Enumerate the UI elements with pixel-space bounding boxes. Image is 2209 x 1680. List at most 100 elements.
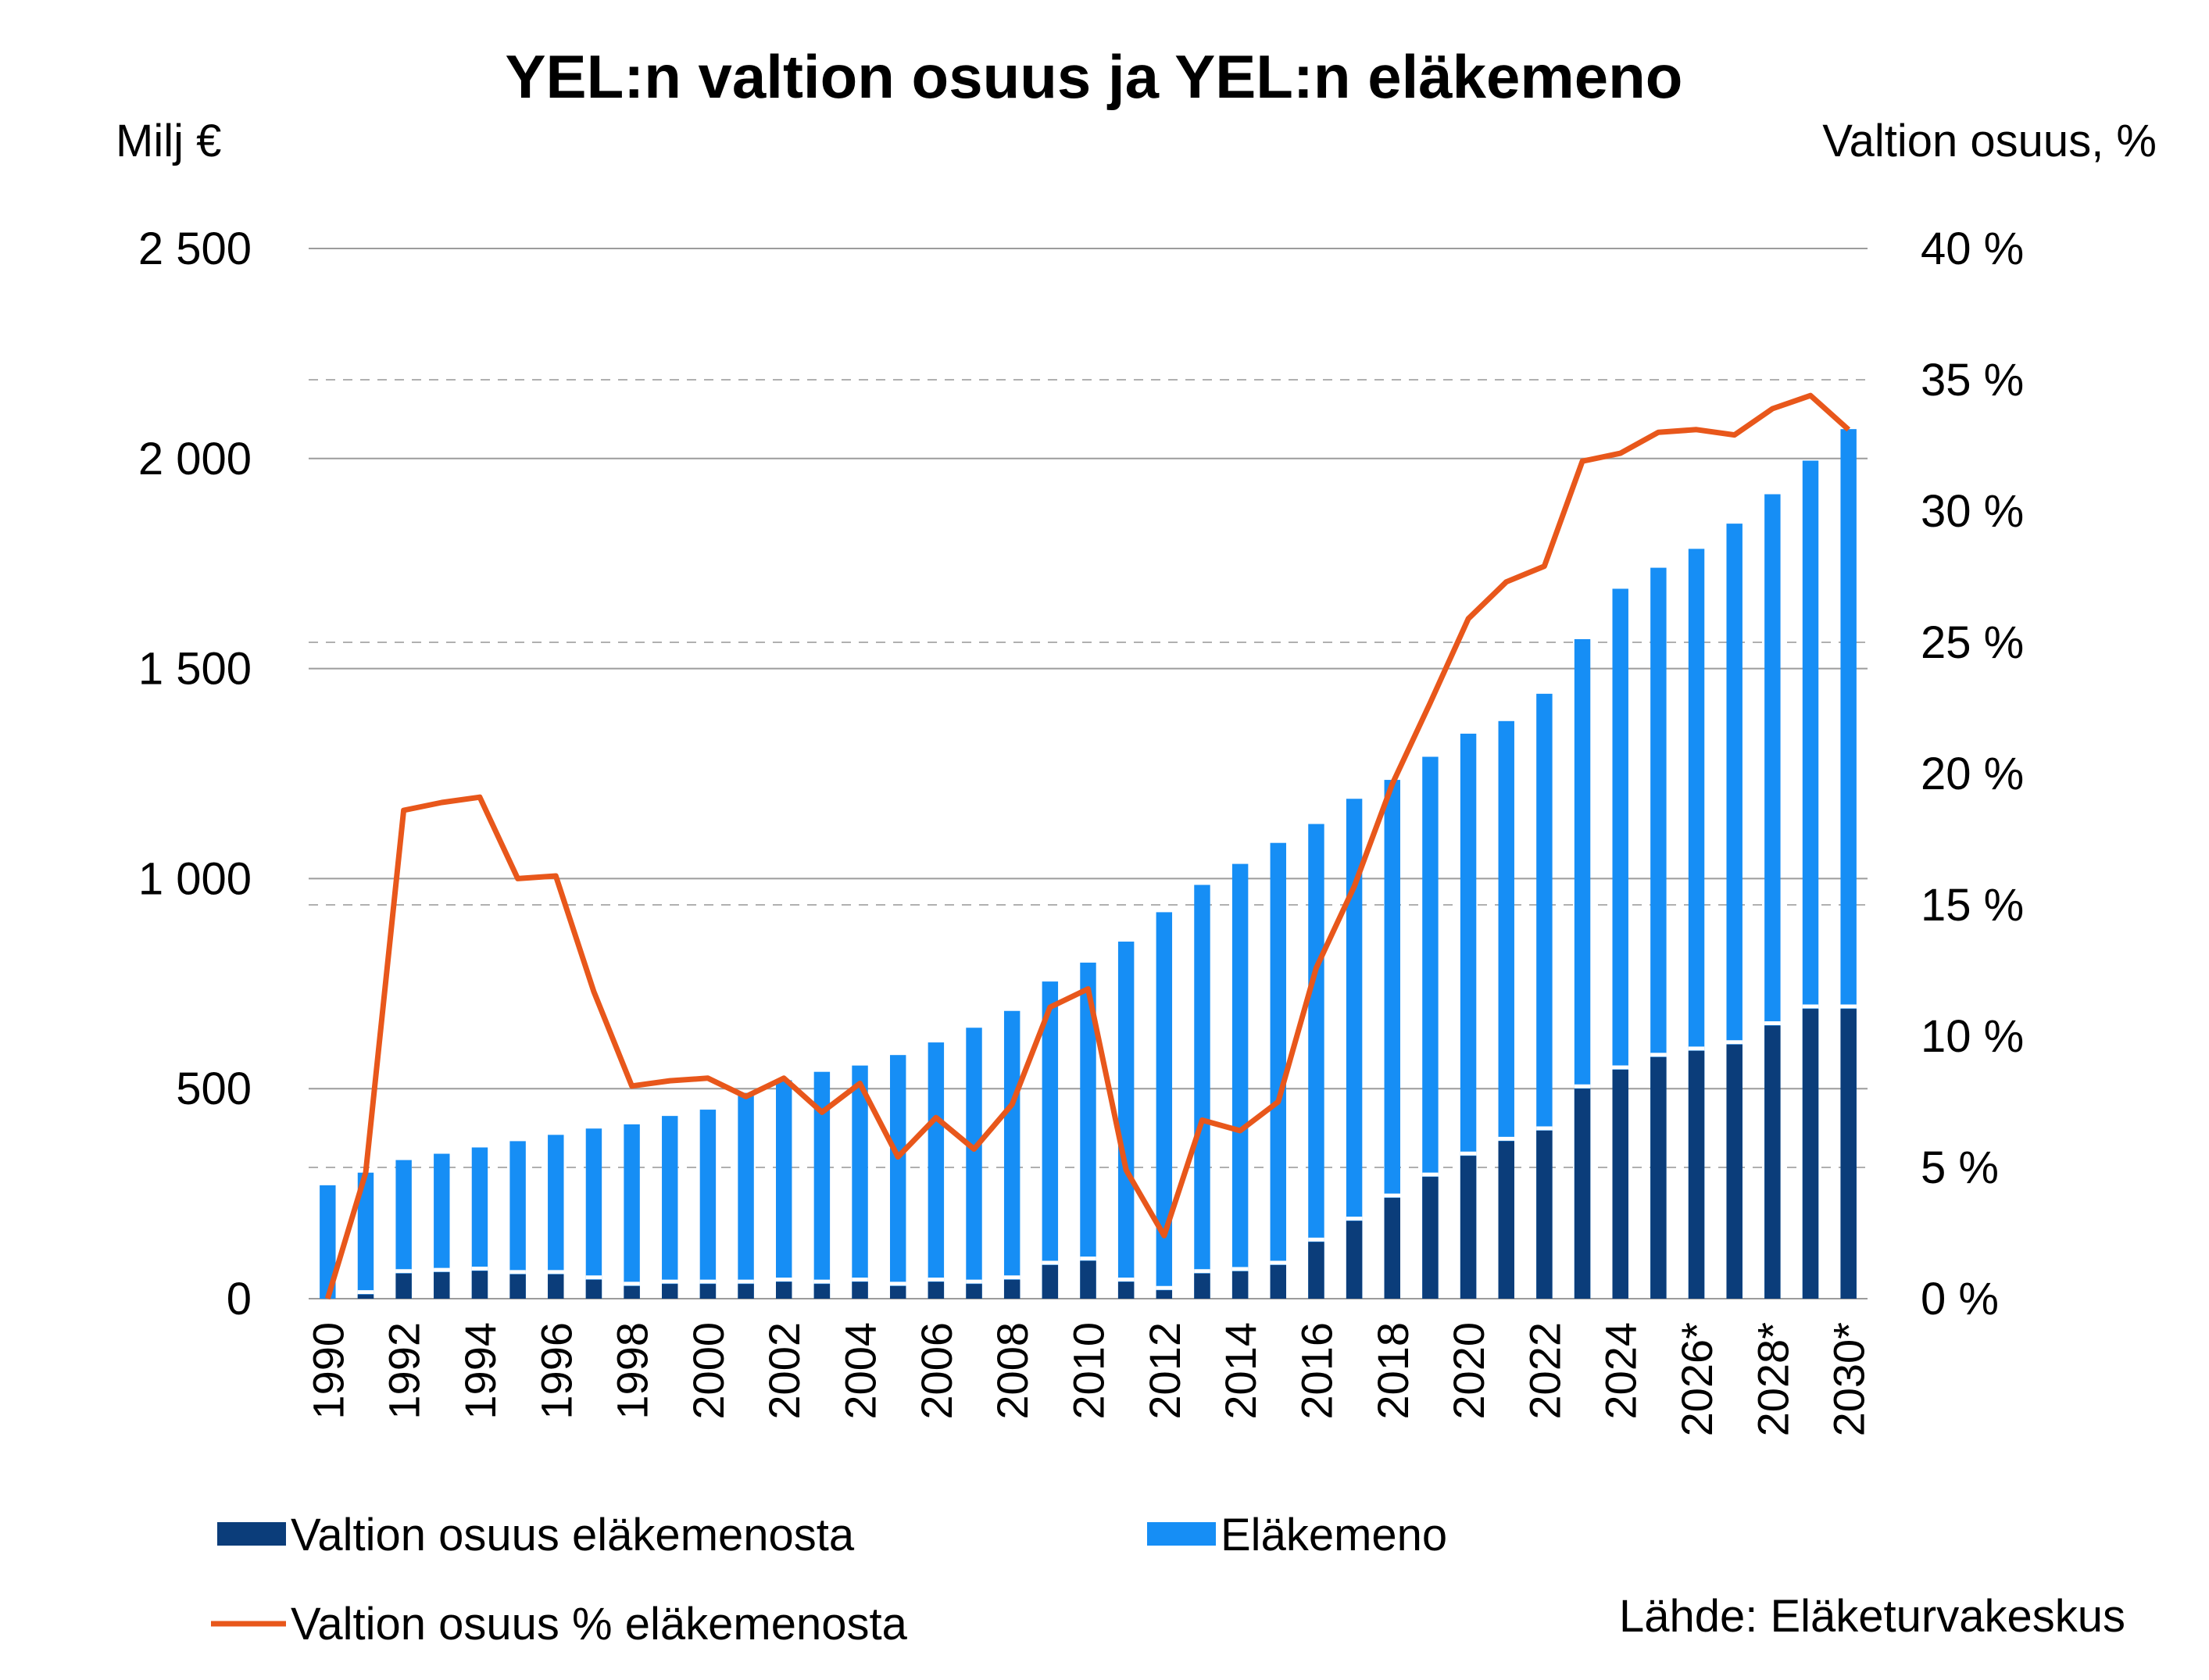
y2-tick-label: 25 % — [1921, 617, 2024, 668]
legend-label-elakemeno: Eläkemeno — [1221, 1510, 1447, 1560]
bar-valtion-osuus — [662, 1284, 678, 1299]
bar-valtion-osuus — [357, 1294, 374, 1299]
y2-axis-ticks: 0 % 5 % 10 % 15 % 20 % 25 % 30 % 35 % 40 % — [1921, 223, 2024, 1324]
y2-axis-title: Valtion osuus, % — [1822, 116, 2157, 166]
legend-label-valtion-osuus: Valtion osuus eläkemenosta — [291, 1510, 855, 1560]
y2-tick-label: 0 % — [1921, 1274, 1999, 1324]
bar-elakemeno — [1422, 756, 1439, 1299]
bar-valtion-osuus — [1498, 1141, 1514, 1299]
bar-valtion-osuus — [1080, 1260, 1096, 1299]
bar-valtion-osuus — [1422, 1177, 1439, 1299]
bar-elakemeno — [889, 1055, 906, 1299]
y2-tick-label: 40 % — [1921, 223, 2024, 274]
bar-valtion-osuus — [1308, 1242, 1324, 1299]
y-axis-ticks: 0 500 1 000 1 500 2 000 2 500 — [138, 223, 252, 1324]
x-tick-label: 1990 — [303, 1322, 352, 1420]
bar-valtion-osuus — [699, 1284, 717, 1299]
x-tick-label: 2012 — [1140, 1322, 1189, 1420]
bar-valtion-osuus — [1612, 1070, 1628, 1299]
bar-valtion-osuus — [509, 1274, 526, 1299]
bar-valtion-osuus — [1346, 1221, 1363, 1299]
y2-tick-label: 20 % — [1921, 749, 2024, 799]
legend-swatch-elakemeno — [1147, 1522, 1216, 1546]
x-tick-label: 2026* — [1672, 1322, 1721, 1436]
x-tick-label: 2008 — [988, 1322, 1037, 1420]
bar-valtion-osuus — [1384, 1197, 1400, 1299]
bar-valtion-osuus — [1460, 1156, 1477, 1299]
bar-valtion-osuus — [776, 1281, 792, 1299]
x-tick-label: 1994 — [456, 1322, 505, 1420]
bar-valtion-osuus — [1231, 1271, 1249, 1299]
x-tick-label: 2010 — [1064, 1322, 1113, 1420]
bar-elakemeno — [1308, 824, 1324, 1299]
bar-elakemeno — [471, 1147, 488, 1299]
legend-label-percentage: Valtion osuus % eläkemenosta — [291, 1599, 908, 1650]
x-tick-label: 1996 — [531, 1322, 581, 1420]
y-tick-label: 1 000 — [138, 853, 252, 904]
line-valtion-osuus-prosentti — [324, 392, 1851, 1300]
x-tick-label: 2014 — [1216, 1322, 1265, 1420]
bar-valtion-osuus — [395, 1273, 412, 1299]
x-tick-label: 2022 — [1520, 1322, 1569, 1420]
bar-valtion-osuus — [1003, 1279, 1021, 1299]
x-tick-label: 2000 — [684, 1322, 733, 1420]
x-tick-label: 2018 — [1368, 1322, 1417, 1420]
y-axis-title: Milj € — [116, 116, 221, 166]
source-note: Lähde: Eläketurvakeskus — [1619, 1591, 2125, 1642]
bar-elakemeno — [1117, 942, 1135, 1299]
bar-elakemeno — [434, 1153, 450, 1299]
bar-valtion-osuus — [738, 1284, 754, 1299]
bar-elakemeno — [624, 1124, 640, 1299]
bar-elakemeno — [395, 1160, 412, 1299]
bar-valtion-osuus — [1802, 1009, 1819, 1299]
bar-valtion-osuus — [1574, 1088, 1591, 1299]
x-tick-label: 2030* — [1825, 1322, 1874, 1436]
x-tick-label: 2004 — [836, 1322, 885, 1420]
bar-elakemeno — [509, 1141, 526, 1299]
bar-elakemeno — [738, 1092, 754, 1299]
chart-title: YEL:n valtion osuus ja YEL:n eläkemeno — [506, 42, 1683, 111]
bar-valtion-osuus — [1536, 1130, 1553, 1299]
bar-elakemeno — [1080, 962, 1096, 1299]
x-tick-label: 1998 — [608, 1322, 657, 1420]
bar-elakemeno — [1194, 885, 1210, 1299]
y2-tick-label: 35 % — [1921, 355, 2024, 406]
bar-valtion-osuus — [1042, 1264, 1059, 1299]
y-tick-label: 0 — [227, 1274, 252, 1324]
bar-elakemeno — [1231, 863, 1249, 1299]
bar-elakemeno — [548, 1135, 564, 1299]
legend: Valtion osuus eläkemenosta Eläkemeno Val… — [211, 1510, 1447, 1650]
legend-swatch-valtion-osuus — [217, 1522, 286, 1546]
bar-valtion-osuus — [1194, 1273, 1210, 1299]
y-tick-label: 500 — [176, 1063, 252, 1114]
percentage-line — [324, 392, 1851, 1300]
x-tick-label: 1992 — [380, 1322, 429, 1420]
bar-valtion-osuus — [889, 1285, 906, 1299]
y2-tick-label: 5 % — [1921, 1142, 1999, 1193]
bar-valtion-osuus — [852, 1281, 868, 1299]
bar-valtion-osuus — [966, 1284, 982, 1299]
x-tick-label: 2028* — [1748, 1322, 1797, 1436]
bar-elakemeno — [1270, 842, 1287, 1299]
bar-elakemeno — [1042, 981, 1059, 1299]
bar-elakemeno — [776, 1080, 792, 1299]
bar-elakemeno — [699, 1110, 717, 1299]
bar-elakemeno — [1156, 912, 1173, 1299]
bar-elakemeno — [966, 1028, 982, 1299]
bars — [320, 429, 1857, 1299]
x-tick-label: 2006 — [912, 1322, 961, 1420]
x-tick-label: 2002 — [760, 1322, 809, 1420]
y2-tick-label: 15 % — [1921, 880, 2024, 931]
bar-valtion-osuus — [1726, 1044, 1743, 1299]
bar-valtion-osuus — [1840, 1009, 1857, 1299]
bar-elakemeno — [357, 1172, 374, 1299]
bar-valtion-osuus — [1650, 1056, 1667, 1299]
bar-valtion-osuus — [434, 1272, 450, 1299]
bar-elakemeno — [320, 1185, 336, 1299]
bar-valtion-osuus — [1270, 1264, 1287, 1299]
y-tick-label: 1 500 — [138, 644, 252, 695]
bar-valtion-osuus — [585, 1279, 602, 1299]
bar-valtion-osuus — [928, 1281, 945, 1299]
x-axis-ticks: 1990 1992 1994 1996 1998 2000 2002 2004 2006 2008… — [303, 1322, 1873, 1436]
